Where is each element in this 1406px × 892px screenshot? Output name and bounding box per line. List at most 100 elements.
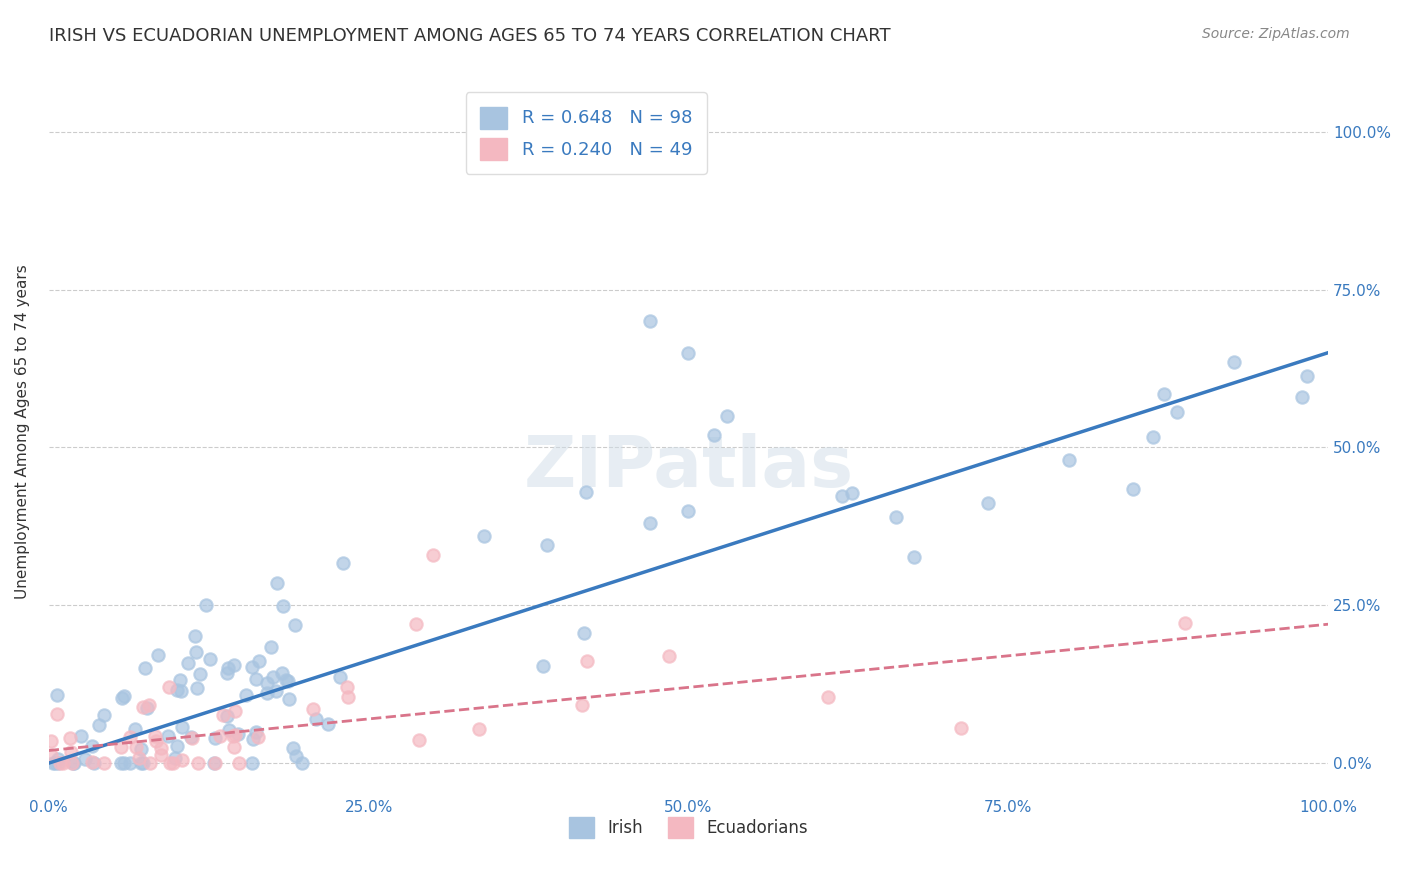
Point <box>217 661 239 675</box>
Point <box>60 756 83 771</box>
Point <box>284 618 307 632</box>
Point <box>703 427 725 442</box>
Point <box>169 673 191 687</box>
Point <box>159 756 181 771</box>
Point <box>83 756 105 771</box>
Point <box>156 729 179 743</box>
Point <box>180 730 202 744</box>
Point <box>235 688 257 702</box>
Point <box>536 538 558 552</box>
Point <box>217 709 239 723</box>
Legend: Irish, Ecuadorians: Irish, Ecuadorians <box>562 811 814 845</box>
Point <box>240 660 263 674</box>
Point <box>41 756 63 771</box>
Point <box>1222 355 1244 369</box>
Point <box>59 731 82 745</box>
Point <box>162 756 184 771</box>
Point <box>200 652 222 666</box>
Point <box>60 745 83 759</box>
Point <box>903 549 925 564</box>
Point <box>148 648 170 662</box>
Point <box>278 691 301 706</box>
Text: ZIPatlas: ZIPatlas <box>523 434 853 502</box>
Point <box>1142 430 1164 444</box>
Point <box>305 712 328 726</box>
Point <box>271 665 294 680</box>
Point <box>62 756 84 771</box>
Point <box>124 723 146 737</box>
Point <box>571 698 593 713</box>
Point <box>285 749 308 764</box>
Point <box>48 756 70 771</box>
Point <box>247 730 270 744</box>
Text: IRISH VS ECUADORIAN UNEMPLOYMENT AMONG AGES 65 TO 74 YEARS CORRELATION CHART: IRISH VS ECUADORIAN UNEMPLOYMENT AMONG A… <box>49 27 891 45</box>
Point <box>1295 368 1317 383</box>
Point <box>228 756 250 771</box>
Point <box>638 314 661 328</box>
Point <box>245 672 267 686</box>
Point <box>316 717 339 731</box>
Point <box>949 721 972 735</box>
Point <box>1174 615 1197 630</box>
Point <box>245 724 267 739</box>
Point <box>39 734 62 748</box>
Point <box>166 739 188 754</box>
Point <box>218 723 240 738</box>
Point <box>204 731 226 745</box>
Point <box>172 720 194 734</box>
Point <box>215 665 238 680</box>
Point <box>271 599 294 613</box>
Point <box>302 702 325 716</box>
Point <box>841 486 863 500</box>
Point <box>138 698 160 712</box>
Point <box>186 645 208 659</box>
Point <box>886 509 908 524</box>
Point <box>87 717 110 731</box>
Point <box>73 752 96 766</box>
Point <box>202 756 225 771</box>
Point <box>1153 386 1175 401</box>
Point <box>222 729 245 743</box>
Point <box>157 680 180 694</box>
Point <box>1057 452 1080 467</box>
Point <box>172 753 194 767</box>
Point <box>195 598 218 612</box>
Point <box>44 756 66 771</box>
Point <box>291 756 314 771</box>
Point <box>716 409 738 423</box>
Point <box>166 683 188 698</box>
Point <box>204 756 226 771</box>
Point <box>110 740 132 755</box>
Point <box>80 756 103 770</box>
Point <box>149 741 172 756</box>
Point <box>408 733 430 747</box>
Point <box>45 688 67 702</box>
Point <box>831 489 853 503</box>
Point <box>405 617 427 632</box>
Point <box>186 681 208 695</box>
Point <box>467 722 489 736</box>
Point <box>112 756 135 771</box>
Point <box>181 731 204 746</box>
Point <box>336 680 359 694</box>
Point <box>46 707 69 722</box>
Point <box>136 701 159 715</box>
Point <box>125 739 148 754</box>
Point <box>259 640 281 654</box>
Point <box>93 756 115 771</box>
Point <box>208 730 231 744</box>
Point <box>266 684 288 698</box>
Point <box>222 739 245 754</box>
Point <box>170 684 193 698</box>
Point <box>256 676 278 690</box>
Point <box>70 729 93 743</box>
Point <box>128 751 150 765</box>
Point <box>46 756 69 771</box>
Point <box>240 756 263 771</box>
Point <box>242 732 264 747</box>
Point <box>575 484 598 499</box>
Point <box>62 756 84 771</box>
Point <box>247 654 270 668</box>
Point <box>332 556 354 570</box>
Point <box>143 729 166 743</box>
